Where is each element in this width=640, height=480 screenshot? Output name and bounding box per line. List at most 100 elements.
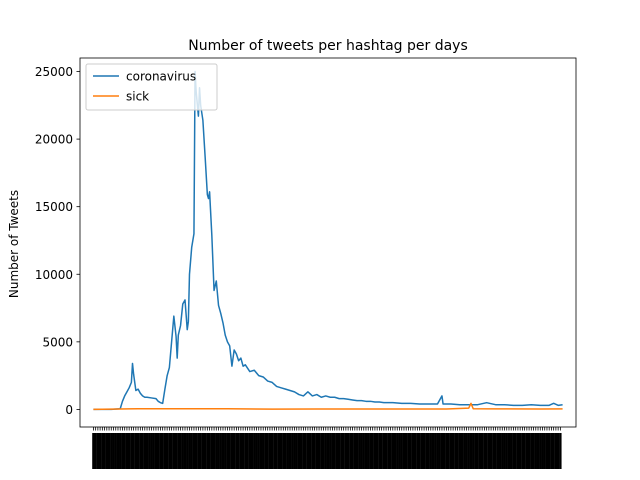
x-tick-label-mark bbox=[114, 433, 117, 469]
x-tick-label-mark bbox=[344, 433, 348, 469]
x-tick-label-mark bbox=[228, 433, 231, 469]
x-tick-label-mark bbox=[116, 433, 120, 469]
x-tick-label-mark bbox=[208, 433, 211, 469]
x-tick-label-mark bbox=[304, 433, 307, 469]
x-tick-label-mark bbox=[266, 433, 269, 469]
x-tick-label-mark bbox=[159, 433, 162, 469]
x-tick-label-mark bbox=[337, 433, 341, 469]
x-tick-label-mark bbox=[478, 433, 482, 469]
x-tick-label-mark bbox=[492, 433, 495, 469]
x-tick-label-mark bbox=[152, 433, 155, 469]
x-tick-label-mark bbox=[487, 433, 491, 469]
y-axis-label: Number of Tweets bbox=[7, 190, 21, 298]
x-tick-label-mark bbox=[215, 433, 218, 469]
x-tick-label-mark bbox=[101, 433, 104, 469]
x-tick-label-mark bbox=[458, 433, 462, 469]
x-tick-label-mark bbox=[456, 433, 459, 469]
x-axis-ticks bbox=[92, 427, 562, 469]
x-tick-label-mark bbox=[224, 433, 227, 469]
x-tick-label-mark bbox=[103, 433, 106, 469]
x-tick-label-mark bbox=[322, 433, 325, 469]
x-tick-label-mark bbox=[253, 433, 256, 469]
x-tick-label-mark bbox=[288, 433, 292, 469]
x-tick-label-mark bbox=[418, 433, 421, 469]
x-tick-label-mark bbox=[326, 433, 330, 469]
x-tick-label-mark bbox=[496, 433, 500, 469]
x-tick-label-mark bbox=[259, 433, 263, 469]
x-tick-label-mark bbox=[505, 433, 508, 469]
x-tick-label-mark bbox=[358, 433, 361, 469]
x-tick-label-mark bbox=[324, 433, 327, 469]
x-tick-label-mark bbox=[177, 433, 180, 469]
x-tick-label-mark bbox=[199, 433, 202, 469]
x-tick-label-mark bbox=[295, 433, 298, 469]
x-tick-label-mark bbox=[127, 433, 131, 469]
x-tick-label-mark bbox=[507, 433, 511, 469]
x-tick-label-mark bbox=[168, 433, 171, 469]
x-tick-label-mark bbox=[125, 433, 129, 469]
x-tick-label-mark bbox=[206, 433, 209, 469]
x-tick-label-mark bbox=[112, 433, 115, 469]
y-tick-label: 0 bbox=[65, 403, 73, 417]
x-tick-label-mark bbox=[489, 433, 493, 469]
x-tick-label-mark bbox=[503, 433, 506, 469]
legend: coronavirus sick bbox=[85, 63, 218, 111]
x-tick-label-mark bbox=[547, 433, 551, 469]
x-tick-label-mark bbox=[156, 433, 160, 469]
x-tick-label-mark bbox=[320, 433, 323, 469]
x-tick-label-mark bbox=[165, 433, 169, 469]
x-tick-label-mark bbox=[449, 433, 453, 469]
x-tick-label-mark bbox=[123, 433, 126, 469]
x-tick-label-mark bbox=[550, 433, 553, 469]
x-tick-label-mark bbox=[331, 433, 334, 469]
x-tick-label-mark bbox=[268, 433, 272, 469]
x-tick-label-mark bbox=[534, 433, 537, 469]
x-tick-label-mark bbox=[351, 433, 354, 469]
x-tick-label-mark bbox=[130, 433, 133, 469]
x-tick-label-mark bbox=[257, 433, 260, 469]
x-tick-label-mark bbox=[438, 433, 441, 469]
x-tick-label-mark bbox=[121, 433, 124, 469]
x-tick-label-mark bbox=[311, 433, 314, 469]
x-tick-label-mark bbox=[483, 433, 486, 469]
x-tick-label-mark bbox=[161, 433, 164, 469]
x-tick-label-mark bbox=[244, 433, 247, 469]
x-tick-label-mark bbox=[391, 433, 394, 469]
x-tick-label-mark bbox=[427, 433, 430, 469]
x-tick-label-mark bbox=[241, 433, 245, 469]
x-tick-label-mark bbox=[409, 433, 412, 469]
x-tick-label-mark bbox=[442, 433, 446, 469]
x-tick-label-mark bbox=[384, 433, 388, 469]
x-tick-label-mark bbox=[219, 433, 222, 469]
x-tick-label-mark bbox=[197, 433, 200, 469]
x-tick-label-mark bbox=[514, 433, 517, 469]
x-tick-label-mark bbox=[367, 433, 370, 469]
x-tick-label-mark bbox=[380, 433, 383, 469]
x-tick-label-mark bbox=[389, 433, 392, 469]
x-tick-label-mark bbox=[291, 433, 294, 469]
x-tick-label-mark bbox=[525, 433, 529, 469]
x-tick-label-mark bbox=[371, 433, 374, 469]
x-tick-label-mark bbox=[342, 433, 345, 469]
x-tick-label-mark bbox=[293, 433, 296, 469]
x-tick-label-mark bbox=[132, 433, 135, 469]
x-tick-label-mark bbox=[246, 433, 249, 469]
x-tick-label-mark bbox=[436, 433, 439, 469]
x-tick-label-mark bbox=[279, 433, 283, 469]
x-tick-label-mark bbox=[297, 433, 301, 469]
x-tick-label-mark bbox=[396, 433, 399, 469]
x-tick-label-mark bbox=[516, 433, 520, 469]
x-tick-label-mark bbox=[170, 433, 173, 469]
x-tick-label-mark bbox=[465, 433, 468, 469]
x-tick-label-mark bbox=[282, 433, 285, 469]
x-tick-label-mark bbox=[262, 433, 265, 469]
x-tick-label-mark bbox=[150, 433, 153, 469]
x-tick-label-mark bbox=[333, 433, 336, 469]
x-tick-label-mark bbox=[445, 433, 448, 469]
x-tick-label-mark bbox=[134, 433, 138, 469]
x-tick-label-mark bbox=[411, 433, 415, 469]
series-lines bbox=[93, 70, 563, 411]
x-tick-label-mark bbox=[369, 433, 372, 469]
x-tick-label-mark bbox=[277, 433, 281, 469]
